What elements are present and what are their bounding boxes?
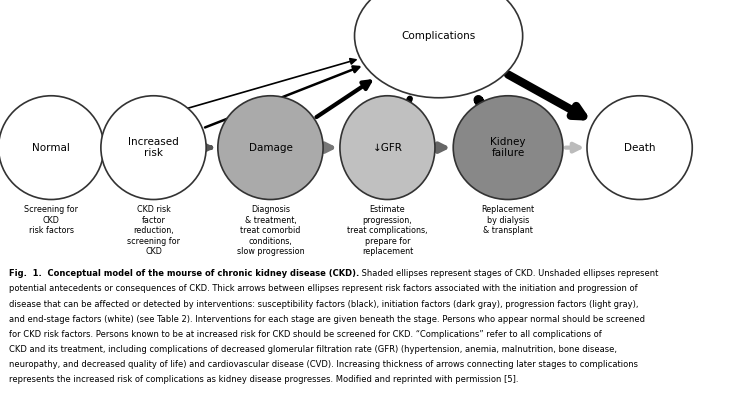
Text: Replacement
by dialysis
& transplant: Replacement by dialysis & transplant — [482, 205, 534, 235]
Text: ↓GFR: ↓GFR — [373, 142, 402, 153]
Text: Kidney
failure: Kidney failure — [491, 137, 526, 158]
Ellipse shape — [101, 96, 206, 200]
Ellipse shape — [218, 96, 323, 200]
Ellipse shape — [0, 96, 104, 200]
Text: Damage: Damage — [249, 142, 292, 153]
Text: Death: Death — [624, 142, 656, 153]
Text: represents the increased risk of complications as kidney disease progresses. Mod: represents the increased risk of complic… — [9, 375, 518, 385]
Text: Fig.  1.  Conceptual model of the mourse of chronic kidney disease (CKD).: Fig. 1. Conceptual model of the mourse o… — [9, 269, 359, 279]
Ellipse shape — [355, 0, 523, 98]
Text: CKD risk
factor
reduction,
screening for
CKD: CKD risk factor reduction, screening for… — [127, 205, 180, 256]
Text: disease that can be affected or detected by interventions: susceptibility factor: disease that can be affected or detected… — [9, 300, 638, 309]
Text: Screening for
CKD
risk factors: Screening for CKD risk factors — [24, 205, 78, 235]
Ellipse shape — [453, 96, 563, 200]
Ellipse shape — [587, 96, 692, 200]
Text: for CKD risk factors. Persons known to be at increased risk for CKD should be sc: for CKD risk factors. Persons known to b… — [9, 330, 602, 339]
Text: Increased
risk: Increased risk — [128, 137, 179, 158]
Text: Estimate
progression,
treat complications,
prepare for
replacement: Estimate progression, treat complication… — [347, 205, 428, 256]
Text: Diagnosis
& treatment,
treat comorbid
conditions,
slow progression: Diagnosis & treatment, treat comorbid co… — [237, 205, 304, 256]
Ellipse shape — [340, 96, 435, 200]
Text: Shaded ellipses represent stages of CKD. Unshaded ellipses represent: Shaded ellipses represent stages of CKD.… — [359, 269, 659, 279]
Text: and end-stage factors (white) (see Table 2). Interventions for each stage are gi: and end-stage factors (white) (see Table… — [9, 315, 645, 324]
Text: CKD and its treatment, including complications of decreased glomerular filtratio: CKD and its treatment, including complic… — [9, 345, 617, 354]
Text: neuropathy, and decreased quality of life) and cardiovascular disease (CVD). Inc: neuropathy, and decreased quality of lif… — [9, 360, 637, 369]
Text: Normal: Normal — [32, 142, 70, 153]
Text: Complications: Complications — [401, 31, 476, 41]
Text: potential antecedents or consequences of CKD. Thick arrows between ellipses repr: potential antecedents or consequences of… — [9, 284, 637, 294]
